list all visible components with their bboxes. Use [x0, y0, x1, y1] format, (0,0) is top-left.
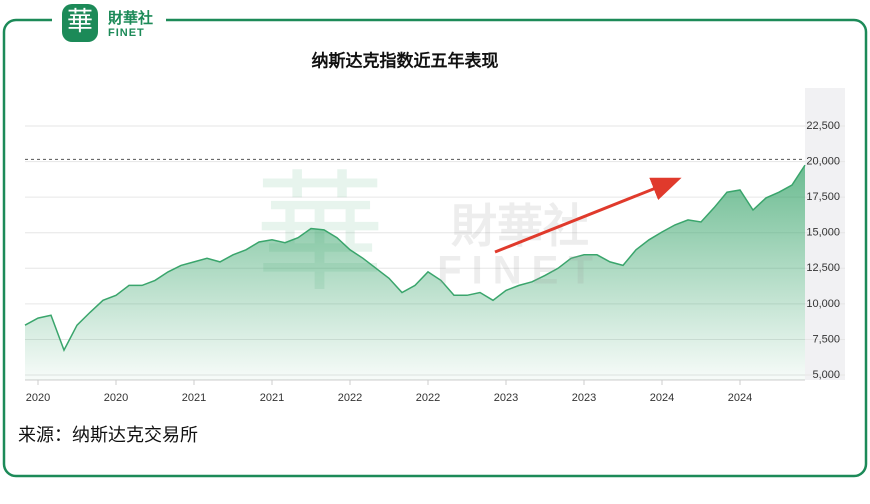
y-tick-label: 12,500 [806, 262, 840, 274]
chart-title: 纳斯达克指数近五年表现 [312, 50, 499, 70]
plot: 5,000 7,500 10,000 12,500 15,000 17,500 20,000… [24, 120, 845, 404]
trend-arrow [494, 177, 682, 254]
x-tick-label: 2021 [182, 392, 206, 404]
source: 来源：纳斯达克交易所 [18, 425, 198, 445]
watermark-sub: FINET [437, 249, 603, 293]
x-tick-label: 2020 [26, 392, 50, 404]
y-tick-label: 10,000 [806, 298, 840, 310]
x-tick-label: 2022 [338, 392, 362, 404]
y-tick-label: 15,000 [806, 227, 840, 239]
frame [2, 18, 868, 478]
x-tick-label: 2022 [416, 392, 440, 404]
logo-badge [62, 4, 98, 42]
y-tick-label: 20,000 [806, 155, 840, 167]
x-tick-label: 2024 [728, 392, 752, 404]
watermark-mark: 華 [255, 158, 385, 310]
x-tick-label: 2023 [494, 392, 518, 404]
y-tick-label: 7,500 [812, 333, 840, 345]
area [25, 165, 805, 380]
y-tick-label: 5,000 [812, 369, 840, 381]
x-tick-label: 2021 [260, 392, 284, 404]
logo-mark: 華 [67, 7, 93, 37]
x-tick-label: 2023 [572, 392, 596, 404]
watermark-name: 財華社 [451, 200, 589, 252]
line [24, 164, 806, 352]
y-tick-label: 22,500 [806, 120, 840, 132]
logo-name: 財華社 [107, 9, 153, 27]
y-tick-label: 17,500 [806, 191, 840, 203]
axis-band [805, 88, 845, 380]
logo-sub: FINET [108, 27, 145, 39]
x-tick-label: 2020 [104, 392, 128, 404]
x-tick-label: 2024 [650, 392, 674, 404]
